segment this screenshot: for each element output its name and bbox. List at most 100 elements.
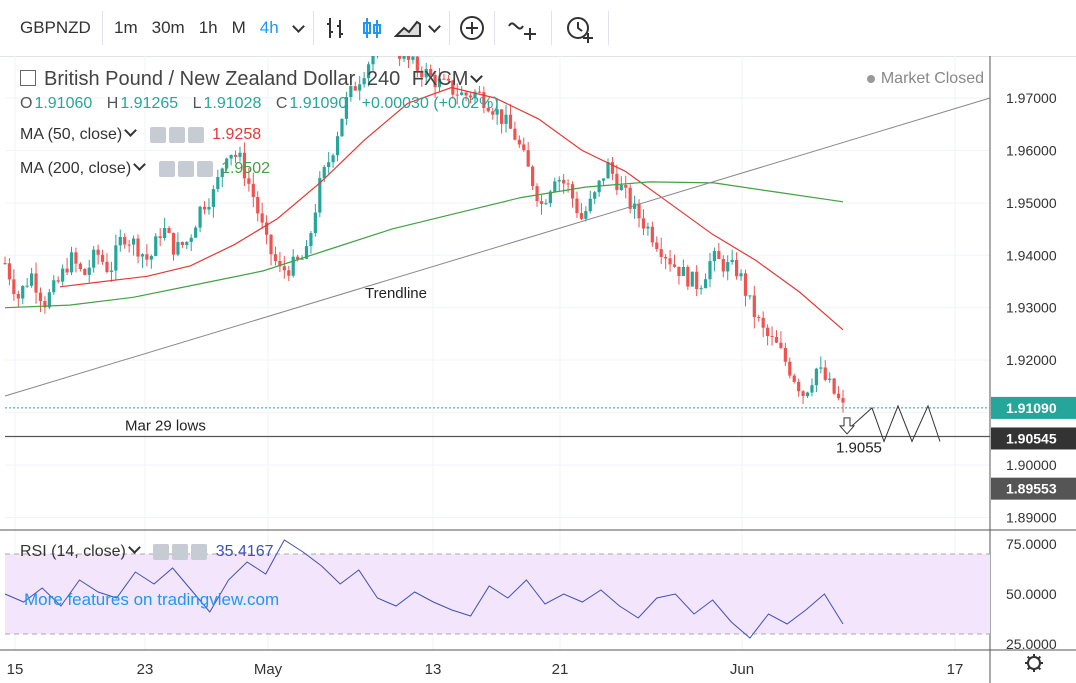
candle-body <box>766 327 770 337</box>
candle-body <box>109 270 114 272</box>
instrument-name: British Pound / New Zealand Dollar <box>44 68 356 90</box>
candle-body <box>836 393 841 399</box>
status-dot-icon <box>866 74 875 83</box>
main-legend-title[interactable]: British Pound / New Zealand Dollar 240 F… <box>20 68 487 91</box>
rsi-chevron-down-icon[interactable] <box>127 541 141 554</box>
candle-body <box>34 273 38 293</box>
candle-body <box>477 91 482 93</box>
candle-body <box>322 167 326 179</box>
candle-body <box>557 179 561 182</box>
candle-body <box>455 94 459 96</box>
candle-body <box>318 178 322 213</box>
collapse-legend-icon[interactable] <box>20 69 36 86</box>
candle-body <box>202 206 207 210</box>
candle-body <box>16 293 20 299</box>
candle-body <box>562 179 566 184</box>
candle-body <box>105 261 109 272</box>
interval-1m-button[interactable]: 1m <box>114 18 138 37</box>
projection-zigzag <box>851 404 941 443</box>
candles-chart-type-icon[interactable] <box>354 10 390 46</box>
gear-icon[interactable] <box>172 543 189 560</box>
candle-body <box>650 226 654 243</box>
close-icon[interactable] <box>187 126 204 143</box>
candle-body <box>149 256 153 260</box>
rsi-legend[interactable]: RSI (14, close) 35.4167 <box>20 541 274 561</box>
down-arrow-icon <box>838 417 856 435</box>
candle-body <box>495 109 499 115</box>
candle-body <box>628 187 632 209</box>
alert-clock-icon[interactable] <box>556 10 604 46</box>
promo-link[interactable]: More features on tradingview.com <box>24 590 280 609</box>
candle-body <box>779 342 783 348</box>
gear-icon[interactable] <box>177 160 194 177</box>
target-label: 1.9055 <box>836 439 882 456</box>
candle-body <box>566 183 570 185</box>
candle-body <box>30 273 34 286</box>
divider <box>607 11 609 45</box>
candle-body <box>659 249 663 257</box>
ma200-chevron-down-icon[interactable] <box>133 158 147 171</box>
candle-body <box>398 56 402 59</box>
candle-body <box>601 178 606 181</box>
candle-body <box>517 139 521 145</box>
eye-icon[interactable] <box>153 543 170 560</box>
interval-1h-button[interactable]: 1h <box>198 18 218 37</box>
ma200-line <box>4 181 844 309</box>
close-label: C <box>275 95 288 112</box>
candle-body <box>96 249 100 255</box>
compare-icon[interactable] <box>499 10 547 46</box>
eye-icon[interactable] <box>158 160 175 177</box>
time-tick-label: May <box>254 661 283 678</box>
candle-body <box>637 203 641 219</box>
chart-type-chevron-down-icon[interactable] <box>427 19 441 33</box>
candle-body <box>140 254 145 257</box>
ma50-chevron-down-icon[interactable] <box>124 124 138 137</box>
price-tick-label: 1.92000 <box>1006 352 1057 368</box>
area-chart-type-icon[interactable] <box>390 10 426 46</box>
candle-body <box>695 271 699 290</box>
add-indicator-icon[interactable] <box>454 10 490 46</box>
ma50-legend[interactable]: MA (50, close) 1.9258 <box>20 124 261 144</box>
symbol-search[interactable]: GBPNZD <box>20 18 91 37</box>
chart-canvas[interactable]: 1.97000 1.96000 1.95000 1.94000 1.93000 1.920… <box>0 56 1076 683</box>
candle-body <box>770 336 774 338</box>
ma50-label: MA (50, close) <box>20 126 123 143</box>
time-tick-label: 15 <box>7 661 24 678</box>
close-icon[interactable] <box>196 160 213 177</box>
settings-gear-icon[interactable] <box>1027 656 1041 670</box>
candle-body <box>548 191 552 204</box>
candle-body <box>225 158 229 169</box>
top-toolbar: GBPNZD 1m 30m 1h M 4h <box>0 0 1076 57</box>
candle-body <box>535 186 539 202</box>
candle-body <box>739 273 743 277</box>
candle-body <box>273 254 278 261</box>
candle-body <box>247 178 251 184</box>
ma200-legend[interactable]: MA (200, close) 1.9502 <box>20 158 270 178</box>
interval-30m-button[interactable]: 30m <box>151 18 185 37</box>
candle-body <box>335 136 340 156</box>
market-status-text: Market Closed <box>880 70 984 87</box>
close-icon[interactable] <box>191 543 208 560</box>
interval-4h-button[interactable]: 4h <box>259 18 279 37</box>
candle-body <box>52 280 56 293</box>
divider <box>493 11 495 45</box>
candle-body <box>610 162 615 174</box>
gear-tooth <box>1037 655 1042 660</box>
level-price-label-bg <box>991 427 1076 450</box>
candle-body <box>229 154 233 159</box>
eye-icon[interactable] <box>149 126 166 143</box>
extra-price-label: 1.89553 <box>1006 481 1057 497</box>
candle-body <box>327 162 331 168</box>
low-label: L <box>192 95 202 112</box>
candle-body <box>43 301 47 308</box>
legend-chevron-down-icon[interactable] <box>470 70 484 83</box>
candle-body <box>83 268 87 275</box>
rsi-label: RSI (14, close) <box>20 543 126 560</box>
mar29-label: Mar 29 lows <box>125 417 206 434</box>
source-label: FXCM <box>411 68 469 90</box>
interval-M-button[interactable]: M <box>231 18 246 37</box>
bar-chart-type-icon[interactable] <box>318 10 354 46</box>
ma50-controls <box>149 126 204 143</box>
interval-chevron-down-icon[interactable] <box>291 19 305 33</box>
gear-icon[interactable] <box>168 126 185 143</box>
